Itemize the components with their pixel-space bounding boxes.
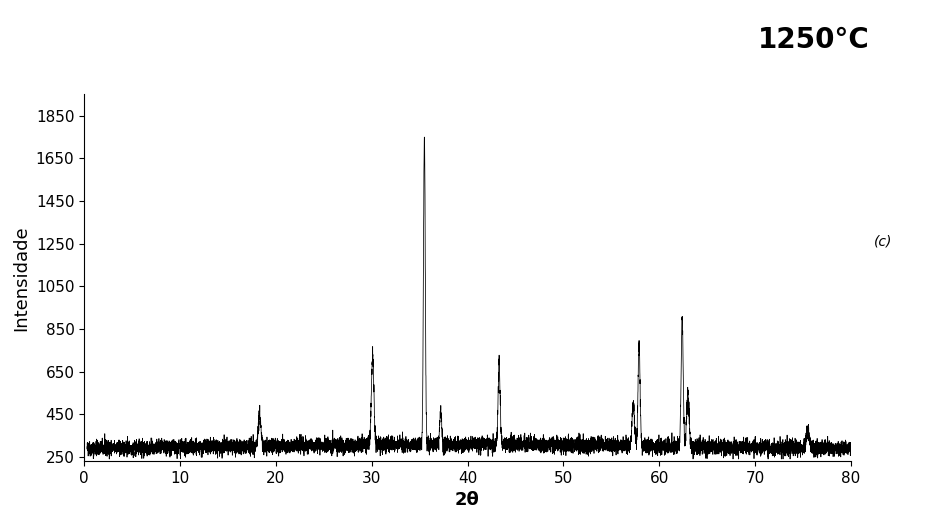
Y-axis label: Intensidade: Intensidade — [12, 225, 30, 331]
Text: 1250°C: 1250°C — [757, 26, 870, 54]
Text: (c): (c) — [874, 234, 892, 248]
X-axis label: 2θ: 2θ — [455, 492, 480, 509]
